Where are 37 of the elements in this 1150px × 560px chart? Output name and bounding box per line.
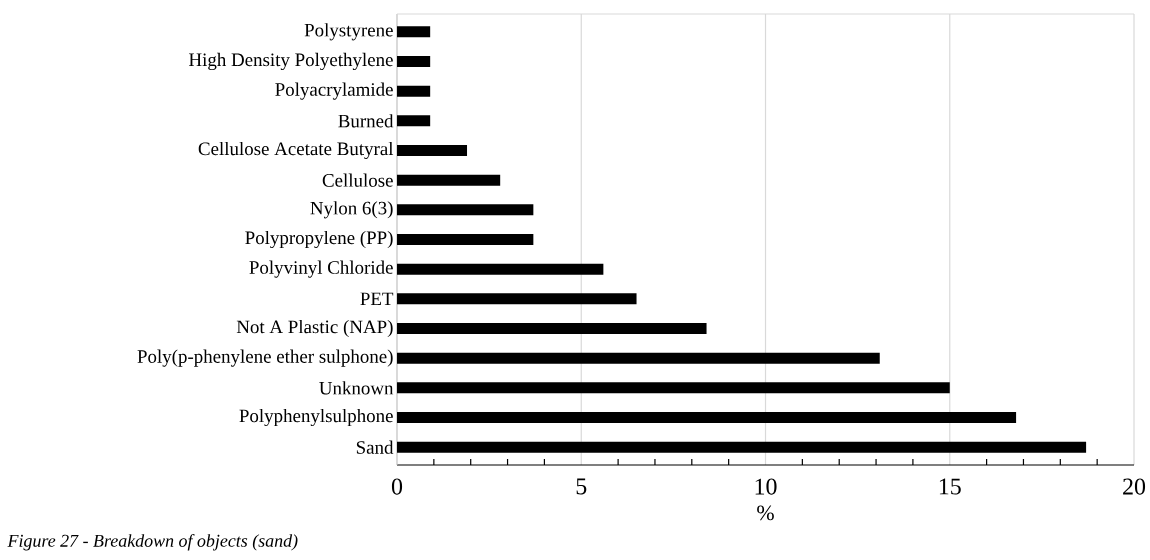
bar bbox=[397, 144, 468, 156]
bar bbox=[397, 174, 501, 186]
y-tick-label: High Density Polyethylene bbox=[189, 52, 393, 71]
y-tick-label: Polyacrylamide bbox=[275, 82, 393, 100]
x-tick-label: 0 bbox=[391, 478, 403, 495]
bar bbox=[397, 382, 950, 394]
y-tick-label: Sand bbox=[356, 440, 394, 454]
bar bbox=[397, 293, 637, 305]
y-tick-label: Cellulose Acetate Butyral bbox=[198, 141, 394, 160]
y-tick-label: Cellulose bbox=[322, 173, 393, 187]
y-tick-label: PET bbox=[360, 292, 394, 306]
y-tick-label: Polypropylene (PP) bbox=[245, 230, 393, 249]
y-tick-label: Unknown bbox=[319, 381, 394, 395]
y-tick-label: Nylon 6(3) bbox=[310, 201, 393, 219]
x-tick-label: 20 bbox=[1123, 478, 1146, 495]
text: Figure 27 - Breakdown of objects (sand) bbox=[7, 534, 298, 551]
y-tick-label: Burned bbox=[338, 114, 394, 128]
bar bbox=[397, 352, 880, 364]
bar bbox=[397, 204, 534, 216]
x-tick-label: 5 bbox=[576, 478, 587, 495]
bar bbox=[397, 85, 431, 97]
bar bbox=[397, 263, 604, 275]
bar bbox=[397, 26, 431, 38]
y-tick-label: Poly(p-phenylene ether sulphone) bbox=[137, 349, 393, 367]
bar bbox=[397, 233, 534, 245]
bar bbox=[397, 55, 431, 67]
x-tick-label: 10 bbox=[755, 478, 777, 495]
bar bbox=[397, 323, 707, 334]
bar bbox=[397, 412, 1017, 424]
y-tick-label: Polyphenylsulphone bbox=[239, 408, 393, 427]
x-axis-title: % bbox=[757, 505, 774, 521]
bar bbox=[397, 441, 1087, 453]
y-tick-label: Not A Plastic (NAP) bbox=[236, 319, 393, 338]
y-tick-label: Polystyrene bbox=[304, 23, 393, 41]
x-tick-label: 15 bbox=[939, 478, 961, 495]
bar bbox=[397, 115, 431, 127]
y-tick-label: Polyvinyl Chloride bbox=[249, 260, 393, 278]
